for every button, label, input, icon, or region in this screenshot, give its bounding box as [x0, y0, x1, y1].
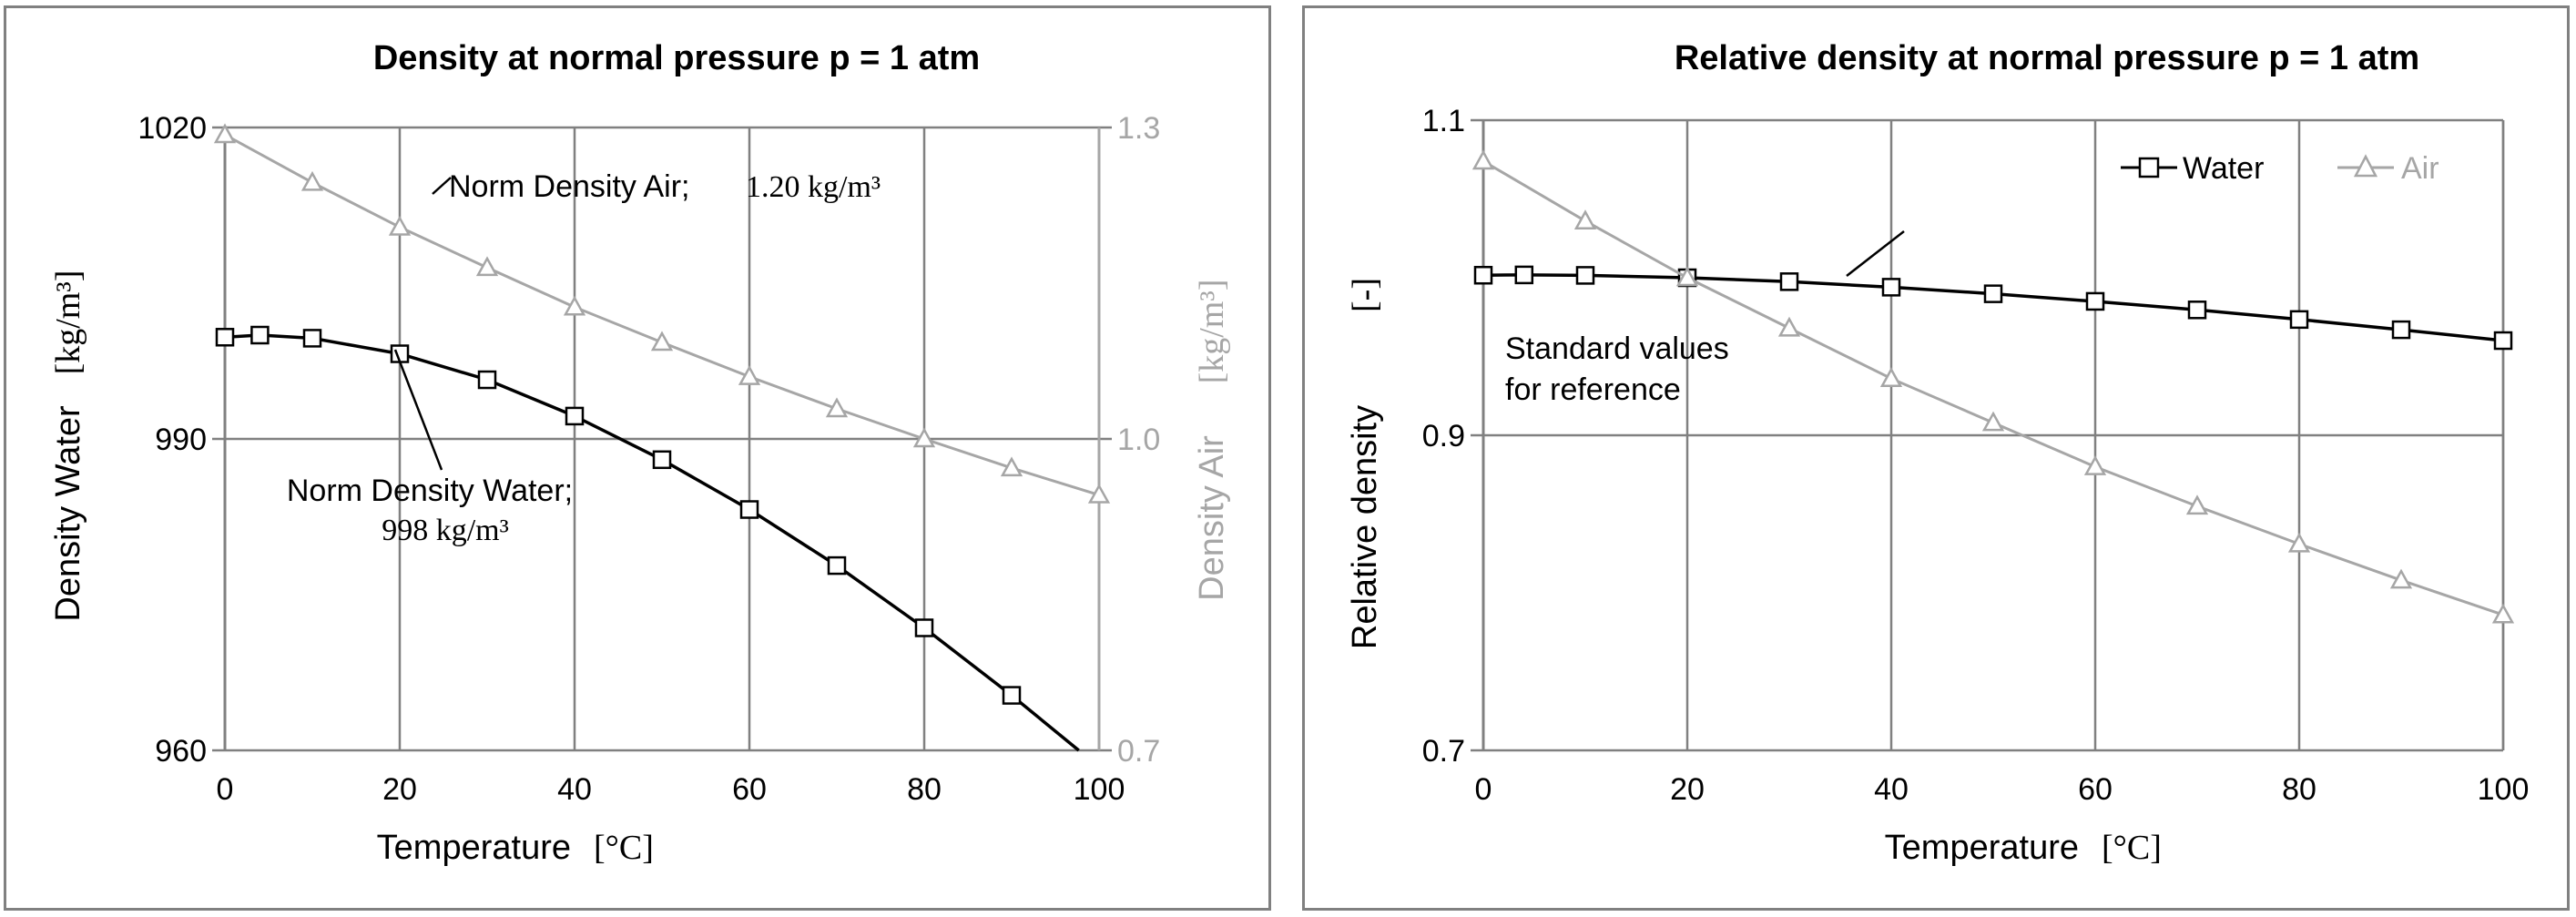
water-data-point — [215, 328, 235, 347]
x-tick-label: 80 — [2282, 772, 2316, 807]
x-tick-label: 100 — [1074, 772, 1125, 807]
legend: Water Air — [2121, 151, 2439, 186]
x-axis-label: Temperature — [1885, 829, 2079, 867]
air-data-point — [912, 427, 936, 448]
water-data-point — [914, 618, 934, 637]
legend-water-marker — [2138, 157, 2160, 178]
air-data-point — [1087, 483, 1111, 504]
y-axis-label: Density Water — [49, 405, 87, 622]
density-chart: Density at normal pressure p = 1 atm 0 20… — [49, 39, 1231, 867]
y-tick-label: 0.9 — [1422, 419, 1465, 453]
x-axis-unit: [°C] — [2102, 829, 2162, 867]
air-data-point — [1471, 149, 1495, 170]
y2-axis-unit: [kg/m³] — [1193, 280, 1231, 384]
air-data-point — [2491, 603, 2515, 624]
x-axis-unit: [°C] — [594, 829, 654, 867]
water-data-point — [652, 450, 672, 470]
x-tick-label: 80 — [907, 772, 942, 807]
y2-tick-label: 1.0 — [1117, 423, 1160, 457]
air-data-point — [650, 331, 674, 352]
air-data-point — [1879, 367, 1903, 387]
water-series-line — [224, 333, 1080, 752]
water-data-point — [2187, 301, 2207, 320]
water-series-line — [1482, 273, 2504, 342]
legend-air-label: Air — [2401, 151, 2439, 186]
air-data-point — [1573, 209, 1597, 229]
annotation-reference-line1: Standard values — [1505, 331, 1729, 366]
annotation-air-value: 1.20 kg/m³ — [746, 170, 881, 204]
annotation-water-label: Norm Density Water; — [287, 474, 573, 508]
air-data-point — [388, 215, 412, 236]
annotation-leader-water — [393, 349, 443, 471]
air-data-point — [2389, 568, 2413, 589]
water-data-point — [1881, 278, 1901, 297]
chart-panel-density: Density at normal pressure p = 1 atm 0 20… — [4, 5, 1271, 911]
air-data-point — [1675, 266, 1699, 287]
y-tick-label: 0.7 — [1422, 734, 1465, 769]
annotation-leader-air — [432, 177, 452, 195]
chart-panel-relative-density: Relative density at normal pressure p = … — [1302, 5, 2570, 911]
y-tick-label: 990 — [155, 423, 207, 457]
air-data-point — [1000, 456, 1023, 477]
x-tick-label: 20 — [1670, 772, 1705, 807]
x-tick-label: 100 — [2478, 772, 2530, 807]
air-data-point — [1777, 316, 1801, 337]
air-data-point — [563, 295, 586, 316]
air-data-point — [300, 170, 324, 191]
legend-air-marker — [2353, 154, 2378, 178]
air-data-point — [1981, 411, 2005, 432]
water-data-point — [739, 500, 759, 519]
water-data-point — [2493, 331, 2513, 351]
air-data-point — [2083, 455, 2107, 475]
x-tick-label: 40 — [1874, 772, 1909, 807]
water-data-point — [302, 329, 322, 348]
water-data-point — [1473, 265, 1493, 285]
chart-title: Relative density at normal pressure p = … — [1675, 39, 2419, 77]
x-tick-label: 60 — [2078, 772, 2113, 807]
air-data-point — [825, 397, 849, 418]
water-data-point — [1575, 266, 1595, 285]
annotation-air-label: Norm Density Air; — [449, 169, 690, 204]
water-data-point — [477, 370, 497, 390]
water-data-point — [2391, 320, 2411, 340]
water-data-point — [2085, 291, 2105, 311]
y2-tick-label: 1.3 — [1117, 111, 1160, 146]
x-tick-label: 60 — [732, 772, 767, 807]
water-data-point — [1002, 686, 1022, 705]
air-data-point — [738, 365, 761, 385]
y-tick-label: 960 — [155, 734, 207, 769]
air-data-point — [475, 256, 499, 277]
annotation-water-value: 998 kg/m³ — [382, 514, 509, 547]
air-data-point — [213, 123, 237, 144]
chart-title: Density at normal pressure p = 1 atm — [373, 39, 980, 77]
y2-tick-label: 0.7 — [1117, 734, 1160, 769]
x-tick-label: 40 — [557, 772, 592, 807]
y-axis-unit: [kg/m³] — [49, 270, 87, 375]
annotation-reference-line2: for reference — [1505, 372, 1681, 407]
air-data-point — [2185, 494, 2209, 515]
x-tick-label: 0 — [217, 772, 234, 807]
x-tick-label: 0 — [1475, 772, 1492, 807]
relative-density-chart: Relative density at normal pressure p = … — [1346, 39, 2530, 867]
x-tick-label: 20 — [382, 772, 417, 807]
annotation-leader-reference — [1846, 230, 1905, 277]
legend-water-label: Water — [2183, 151, 2264, 186]
x-axis-label: Temperature — [377, 829, 571, 867]
water-data-point — [827, 555, 847, 576]
y-tick-label: 1020 — [137, 111, 207, 146]
y-tick-label: 1.1 — [1422, 104, 1465, 138]
water-data-point — [1514, 265, 1534, 285]
water-data-point — [1983, 284, 2003, 303]
water-data-point — [250, 325, 270, 345]
water-data-point — [2289, 310, 2309, 330]
y2-axis-label: Density Air — [1193, 435, 1231, 601]
air-data-point — [2287, 532, 2311, 553]
y-axis-unit: [-] — [1346, 278, 1384, 312]
water-data-point — [565, 406, 585, 426]
y-axis-label: Relative density — [1346, 405, 1384, 649]
water-data-point — [1779, 272, 1799, 291]
